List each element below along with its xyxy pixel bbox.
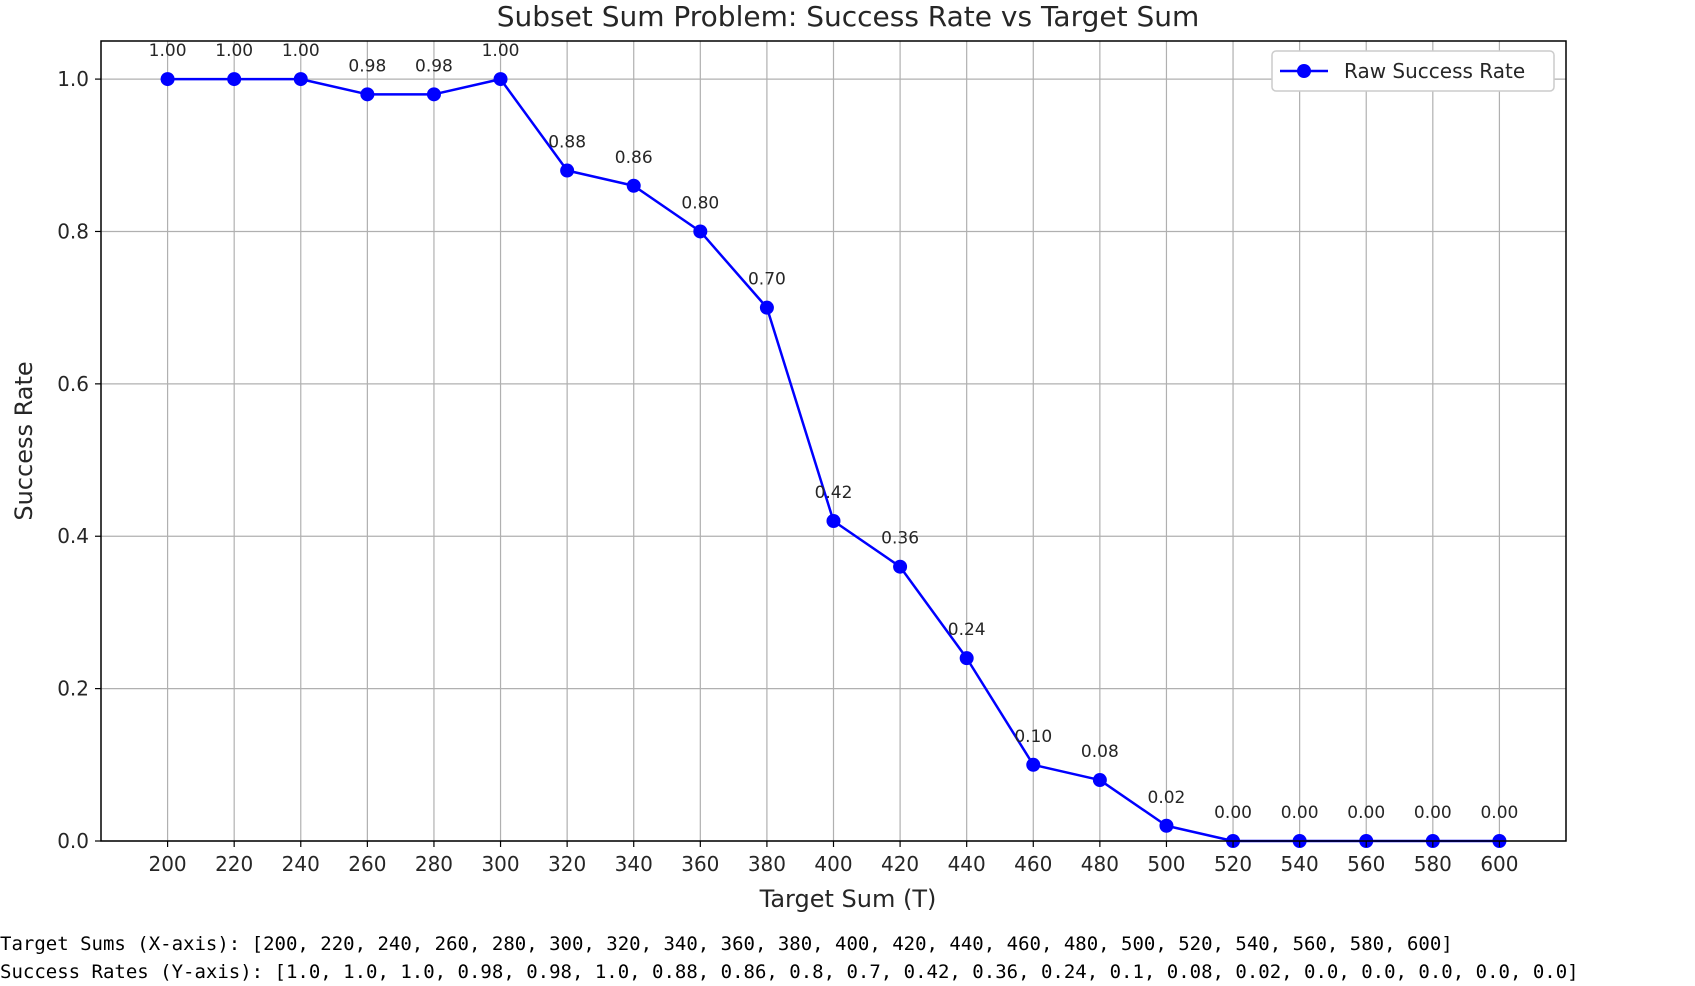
y-tick-label: 0.8 <box>57 219 89 243</box>
legend-marker <box>1297 64 1311 78</box>
x-tick-label: 520 <box>1214 852 1252 876</box>
x-tick-label: 340 <box>615 852 653 876</box>
data-point <box>1159 818 1174 833</box>
data-label: 0.86 <box>615 148 653 168</box>
grid-lines <box>101 41 1566 842</box>
data-labels-group: 1.00 1.00 1.00 0.98 0.98 1.00 0.88 0.86 0.80 0.70… <box>149 41 1519 823</box>
x-tick-label: 540 <box>1281 852 1319 876</box>
data-label: 0.98 <box>415 56 453 76</box>
data-point <box>626 178 641 193</box>
x-tick-label: 300 <box>481 852 519 876</box>
data-point <box>693 224 708 239</box>
y-axis-label: Success Rate <box>10 361 38 520</box>
data-label: 1.00 <box>149 41 187 61</box>
x-tick-label: 420 <box>881 852 919 876</box>
data-point <box>1092 773 1107 788</box>
x-tick-label: 280 <box>415 852 453 876</box>
x-tick-label: 400 <box>814 852 852 876</box>
y-ticks-group: 0.0 0.2 0.4 0.6 0.8 1.0 <box>57 67 101 853</box>
data-label: 0.24 <box>948 620 986 640</box>
success-rate-chart: Subset Sum Problem: Success Rate vs Targ… <box>10 0 1567 913</box>
data-label: 0.08 <box>1081 742 1119 762</box>
data-label: 0.10 <box>1014 727 1052 747</box>
data-points-group <box>160 72 1507 848</box>
console-y-values: Success Rates (Y-axis): [1.0, 1.0, 1.0, … <box>0 961 1579 983</box>
data-label: 0.02 <box>1148 788 1186 808</box>
y-tick-label: 0.6 <box>57 372 89 396</box>
data-point <box>227 72 242 87</box>
x-tick-label: 500 <box>1147 852 1185 876</box>
legend-label: Raw Success Rate <box>1344 59 1525 83</box>
legend: Raw Success Rate <box>1271 50 1555 92</box>
data-label: 0.00 <box>1214 803 1252 823</box>
x-tick-label: 240 <box>282 852 320 876</box>
data-label: 0.00 <box>1281 803 1319 823</box>
y-tick-label: 1.0 <box>57 67 89 91</box>
data-label: 0.42 <box>815 483 853 503</box>
x-tick-label: 460 <box>1014 852 1052 876</box>
data-point <box>360 87 375 102</box>
x-axis-label: Target Sum (T) <box>759 885 937 913</box>
data-label: 0.98 <box>348 56 386 76</box>
x-tick-label: 440 <box>948 852 986 876</box>
y-tick-label: 0.4 <box>57 524 89 548</box>
chart-title: Subset Sum Problem: Success Rate vs Targ… <box>497 0 1200 33</box>
data-point <box>493 72 508 87</box>
data-label: 0.36 <box>881 529 919 549</box>
y-tick-label: 0.0 <box>57 829 89 853</box>
x-tick-label: 320 <box>548 852 586 876</box>
data-point <box>160 72 175 87</box>
x-tick-label: 560 <box>1347 852 1385 876</box>
data-label: 0.88 <box>548 133 586 153</box>
x-tick-label: 380 <box>748 852 786 876</box>
data-point <box>426 87 441 102</box>
data-label: 0.00 <box>1414 803 1452 823</box>
data-label: 0.80 <box>681 193 719 213</box>
x-tick-label: 480 <box>1081 852 1119 876</box>
data-label: 0.00 <box>1480 803 1518 823</box>
data-point <box>893 559 908 574</box>
data-point <box>293 72 308 87</box>
data-point <box>959 651 974 666</box>
data-point <box>560 163 575 178</box>
x-tick-label: 200 <box>148 852 186 876</box>
x-tick-label: 220 <box>215 852 253 876</box>
data-label: 0.00 <box>1347 803 1385 823</box>
data-point <box>1026 757 1041 772</box>
x-ticks-group: 200 220 240 260 280 300 320 340 360 380 400 420 440 4… <box>148 841 1519 876</box>
y-tick-label: 0.2 <box>57 677 89 701</box>
data-label: 1.00 <box>215 41 253 61</box>
data-label: 1.00 <box>282 41 320 61</box>
console-x-values: Target Sums (X-axis): [200, 220, 240, 26… <box>0 933 1453 955</box>
data-label: 0.70 <box>748 270 786 290</box>
x-tick-label: 600 <box>1480 852 1518 876</box>
data-point <box>826 514 841 528</box>
legend-box <box>1271 50 1555 92</box>
x-tick-label: 360 <box>681 852 719 876</box>
data-point <box>759 300 774 315</box>
data-label: 1.00 <box>482 41 520 61</box>
x-tick-label: 580 <box>1414 852 1452 876</box>
x-tick-label: 260 <box>348 852 386 876</box>
